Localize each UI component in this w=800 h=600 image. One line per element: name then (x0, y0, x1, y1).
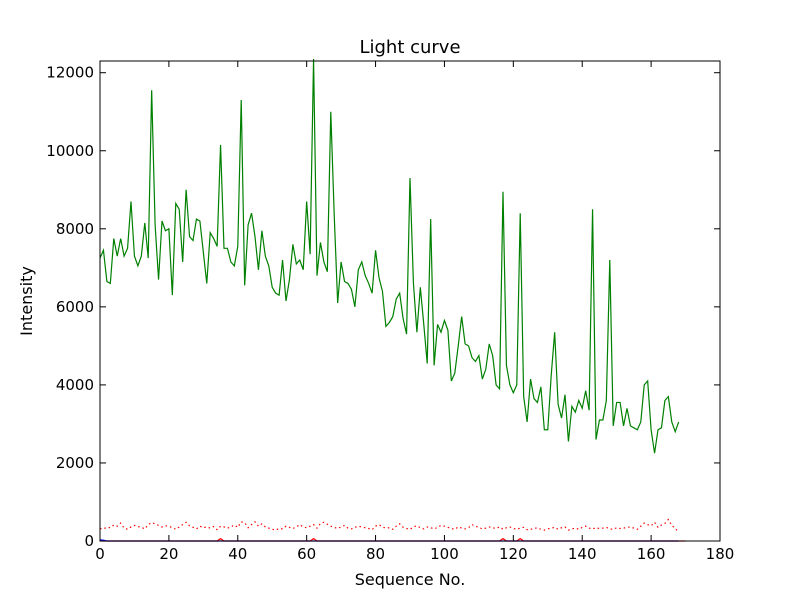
x-tick-label: 80 (366, 545, 385, 563)
chart-title: Light curve (359, 37, 460, 58)
plot-area (99, 59, 721, 542)
x-tick-label: 20 (159, 545, 178, 563)
x-tick-label: 180 (706, 545, 735, 563)
y-axis: 0 2000 4000 6000 8000 10000 12000 (46, 64, 720, 550)
y-tick-label: 0 (84, 532, 94, 550)
y-tick-label: 6000 (56, 298, 94, 316)
x-axis-label: Sequence No. (355, 570, 466, 589)
x-tick-label: 60 (297, 545, 316, 563)
y-tick-label: 2000 (56, 454, 94, 472)
y-tick-label: 12000 (46, 64, 94, 82)
y-tick-label: 4000 (56, 376, 94, 394)
y-tick-label: 8000 (56, 220, 94, 238)
x-tick-label: 40 (228, 545, 247, 563)
x-tick-label: 160 (637, 545, 666, 563)
plot-frame (99, 60, 721, 542)
y-axis-label: Intensity (17, 266, 36, 336)
x-tick-label: 0 (95, 545, 105, 563)
x-tick-label: 120 (499, 545, 528, 563)
y-tick-label: 10000 (46, 142, 94, 160)
series-line-1 (99, 59, 680, 454)
x-axis: 0 20 40 60 80 100 120 140 160 180 (95, 61, 734, 563)
x-tick-label: 100 (430, 545, 459, 563)
x-tick-label: 140 (568, 545, 597, 563)
